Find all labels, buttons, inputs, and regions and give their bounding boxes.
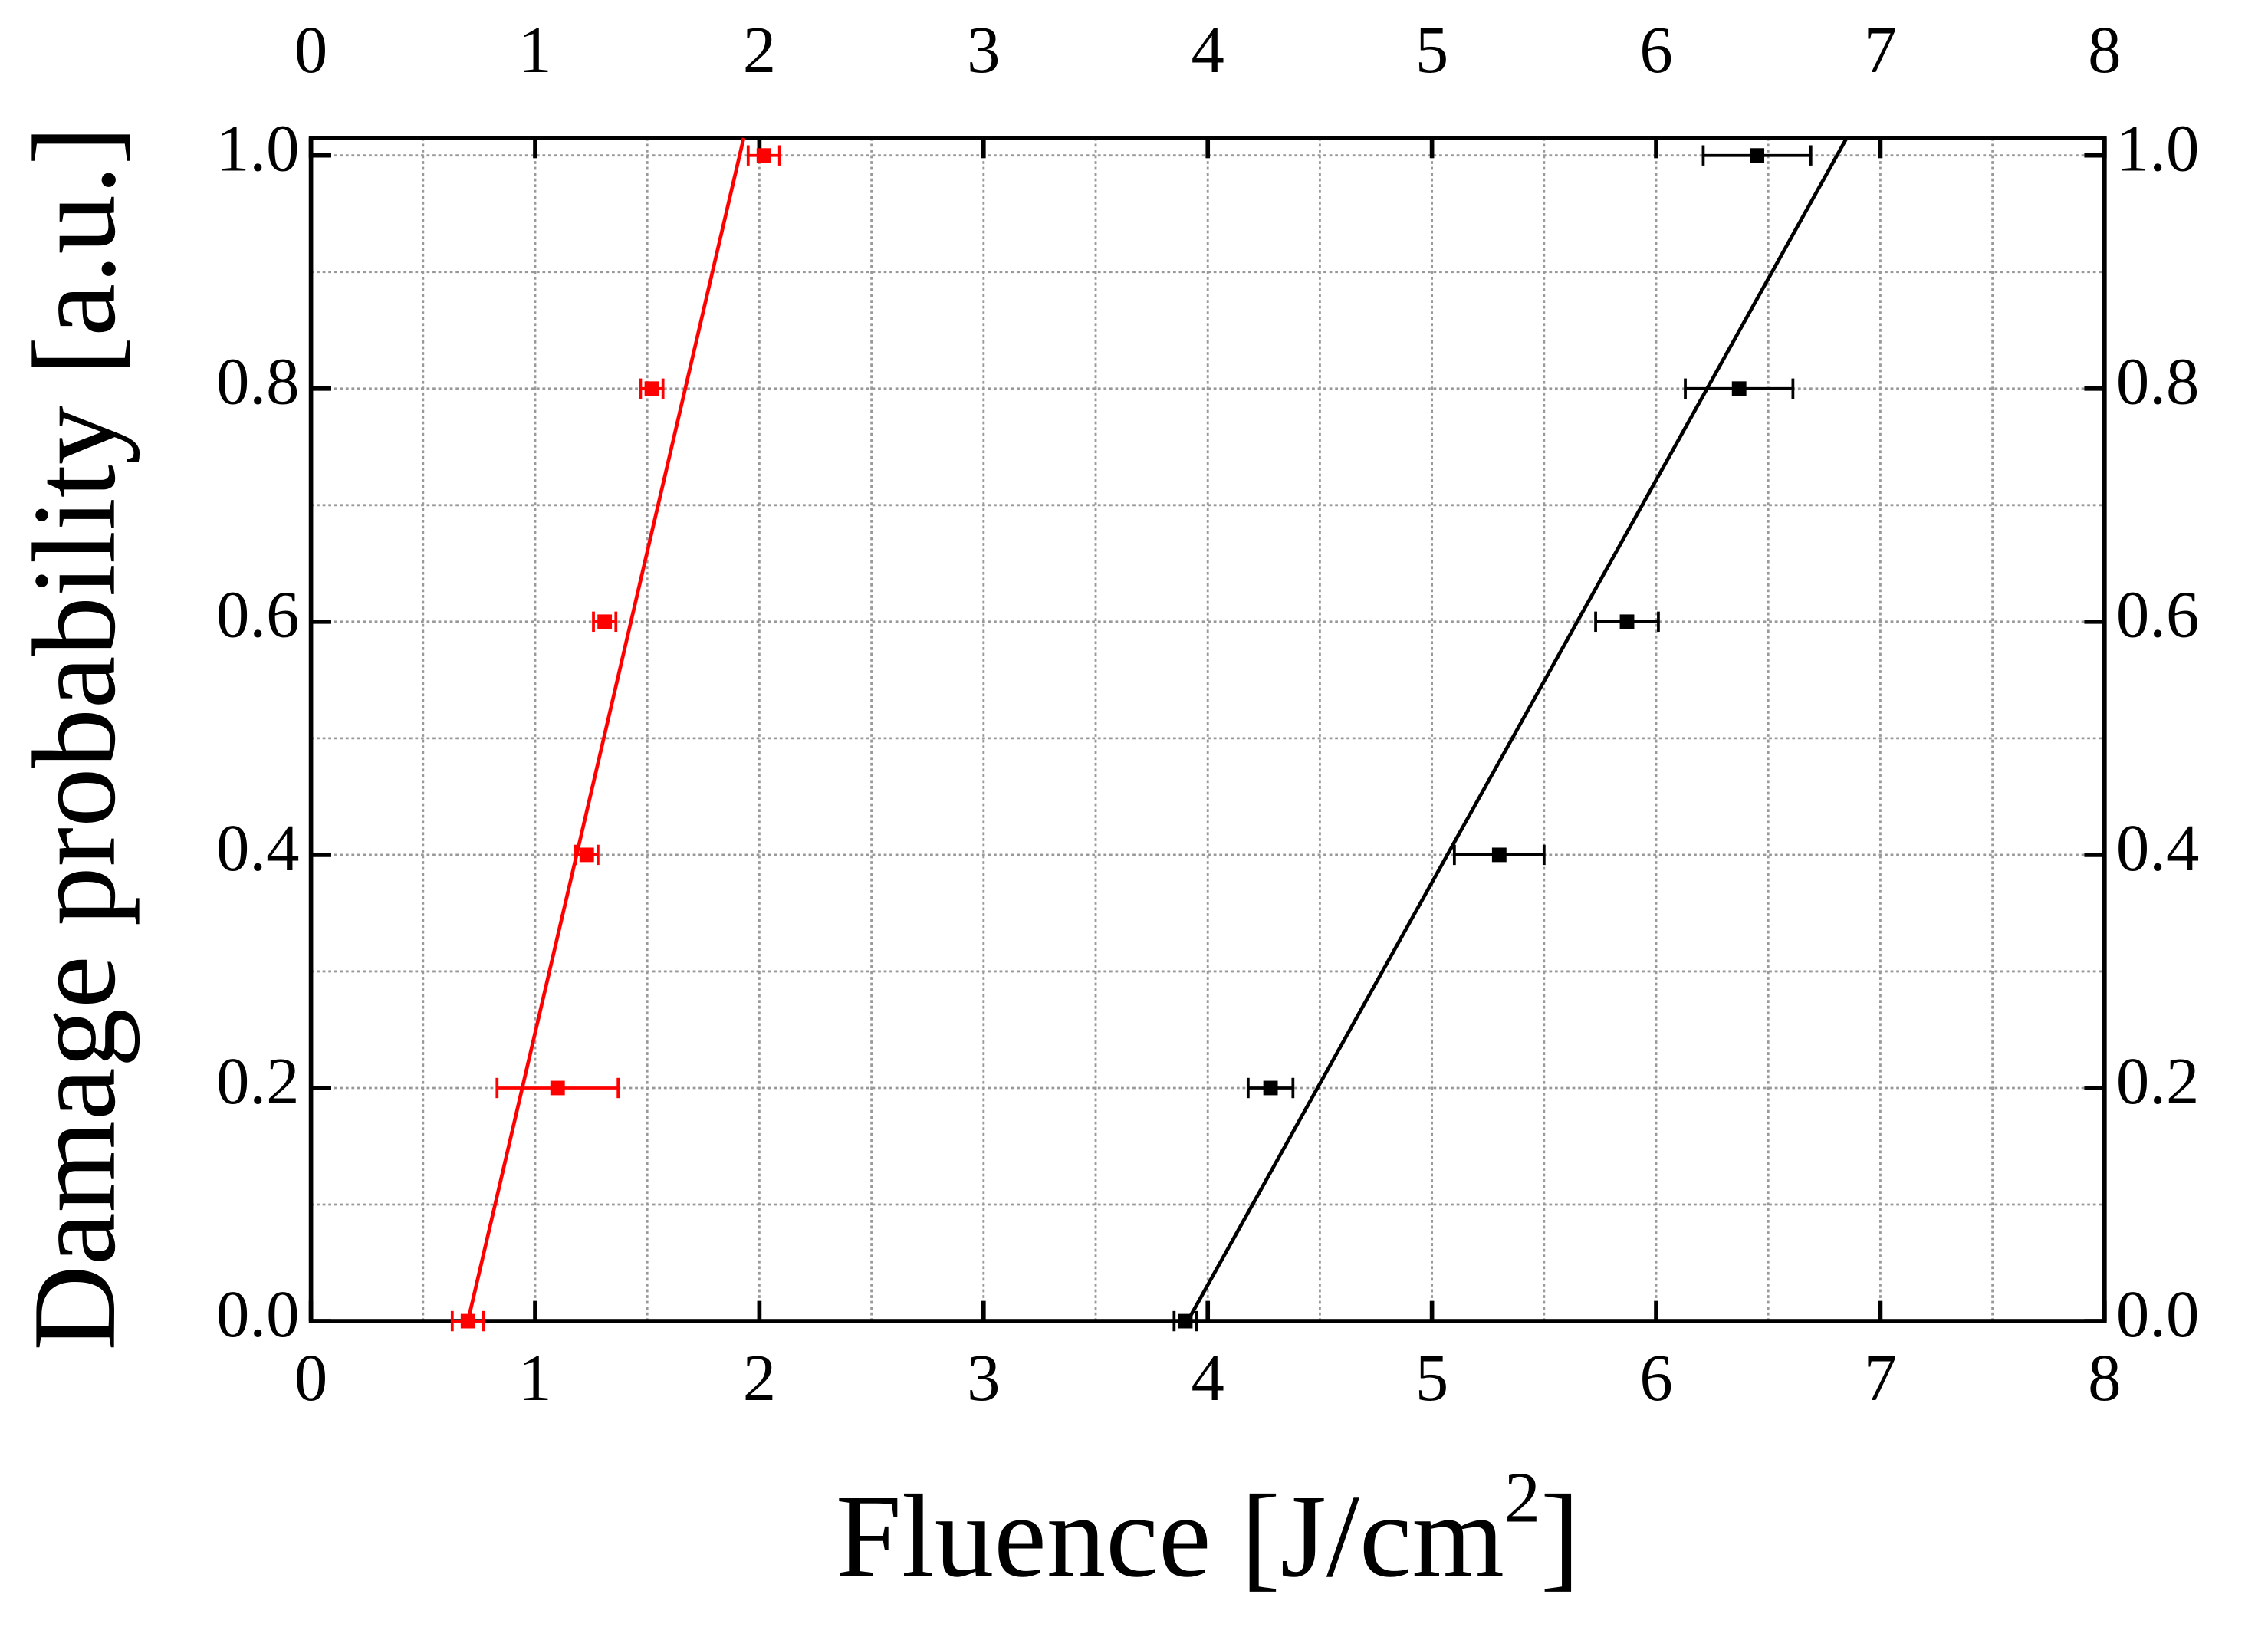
- x-tick-label: 4: [1192, 1341, 1224, 1415]
- marker: [1619, 614, 1635, 629]
- x-tick-label: 3: [967, 1341, 1000, 1415]
- marker: [1178, 1313, 1193, 1329]
- y-tick-label-right: 0.6: [2116, 578, 2199, 652]
- x-tick-label: 8: [2088, 1341, 2121, 1415]
- x-tick-label: 1: [518, 1341, 551, 1415]
- y-tick-label-right: 0.8: [2116, 345, 2199, 419]
- x-axis-label-end: ]: [1540, 1471, 1580, 1602]
- y-tick-label-right: 0.4: [2116, 811, 2199, 885]
- marker: [756, 148, 771, 163]
- marker: [1731, 381, 1747, 396]
- x-tick-label-top: 4: [1192, 13, 1224, 87]
- y-tick-label: 0.0: [216, 1277, 299, 1351]
- x-axis-label-main: Fluence [J/cm: [836, 1471, 1504, 1602]
- x-tick-label: 6: [1639, 1341, 1672, 1415]
- y-tick-label-right: 1.0: [2116, 112, 2199, 186]
- y-tick-label: 0.8: [216, 345, 299, 419]
- marker: [1491, 847, 1507, 863]
- marker: [460, 1313, 475, 1329]
- y-tick-label: 1.0: [216, 112, 299, 186]
- marker: [550, 1080, 565, 1096]
- x-tick-label-top: 2: [743, 13, 776, 87]
- x-tick-label: 2: [743, 1341, 776, 1415]
- x-tick-label: 7: [1864, 1341, 1897, 1415]
- marker: [597, 614, 613, 629]
- x-tick-label-top: 8: [2088, 13, 2121, 87]
- marker: [579, 847, 594, 863]
- y-tick-label-right: 0.0: [2116, 1277, 2199, 1351]
- x-tick-label-top: 7: [1864, 13, 1897, 87]
- y-tick-label: 0.2: [216, 1044, 299, 1118]
- x-axis-label: Fluence [J/cm2]: [836, 1458, 1580, 1601]
- marker: [1263, 1080, 1278, 1096]
- marker: [644, 381, 659, 396]
- marker: [1750, 148, 1765, 163]
- fit-line: [1185, 136, 1849, 1323]
- y-tick-label: 0.4: [216, 811, 299, 885]
- x-tick-label: 5: [1415, 1341, 1448, 1415]
- x-tick-label-top: 3: [967, 13, 1000, 87]
- x-tick-label-top: 6: [1639, 13, 1672, 87]
- x-tick-label-top: 0: [294, 13, 327, 87]
- fit-line: [465, 137, 746, 1322]
- y-axis-label: Damage probability [a.u.]: [9, 126, 140, 1351]
- x-tick-label-top: 1: [518, 13, 551, 87]
- x-tick-label-top: 5: [1415, 13, 1448, 87]
- y-tick-label-right: 0.2: [2116, 1044, 2199, 1118]
- x-axis-label-sup: 2: [1504, 1458, 1540, 1537]
- x-tick-label: 0: [294, 1341, 327, 1415]
- y-tick-label: 0.6: [216, 578, 299, 652]
